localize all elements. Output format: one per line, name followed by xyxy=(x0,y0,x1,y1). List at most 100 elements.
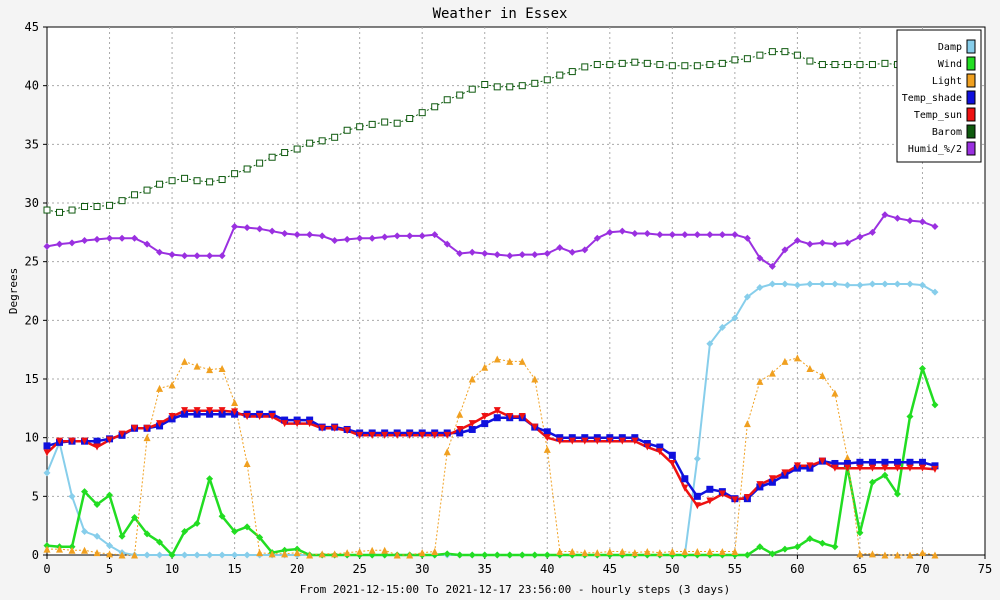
point-wind xyxy=(756,543,764,551)
point-damp xyxy=(818,280,826,288)
point-humid-2 xyxy=(843,239,851,247)
point-temp-shade xyxy=(193,410,201,418)
point-temp-sun xyxy=(831,464,839,472)
point-humid-2 xyxy=(281,230,289,238)
point-humid-2 xyxy=(293,231,301,239)
point-humid-2 xyxy=(756,254,764,262)
point-wind xyxy=(768,550,776,558)
point-barom xyxy=(581,63,589,71)
y-tick-label: 40 xyxy=(25,79,39,93)
point-light xyxy=(168,381,176,389)
point-temp-sun xyxy=(868,464,876,472)
point-light xyxy=(418,549,426,557)
point-temp-sun xyxy=(718,490,726,498)
point-humid-2 xyxy=(331,237,339,245)
x-tick-label: 35 xyxy=(478,562,492,576)
point-humid-2 xyxy=(156,248,164,256)
point-humid-2 xyxy=(931,222,939,230)
point-humid-2 xyxy=(781,246,789,254)
point-damp xyxy=(793,281,801,289)
point-wind xyxy=(831,543,839,551)
point-damp xyxy=(143,551,151,559)
point-wind xyxy=(781,545,789,553)
point-light xyxy=(931,551,939,559)
point-temp-sun xyxy=(193,407,201,415)
point-barom xyxy=(56,208,64,216)
point-wind xyxy=(81,488,89,496)
point-barom xyxy=(43,206,51,214)
point-temp-sun xyxy=(481,413,489,421)
point-temp-sun xyxy=(493,407,501,415)
point-temp-shade xyxy=(643,440,651,448)
point-barom xyxy=(756,51,764,59)
point-temp-sun xyxy=(881,464,889,472)
y-tick-label: 30 xyxy=(25,196,39,210)
point-temp-shade xyxy=(306,416,314,424)
y-tick-label: 20 xyxy=(25,313,39,327)
legend-swatch-humid-2 xyxy=(966,141,976,156)
point-damp xyxy=(106,542,114,550)
point-temp-shade xyxy=(468,425,476,433)
point-temp-sun xyxy=(731,496,739,504)
chart-title: Weather in Essex xyxy=(433,6,568,22)
point-temp-sun xyxy=(606,437,614,445)
point-light xyxy=(293,549,301,557)
point-damp xyxy=(768,280,776,288)
point-humid-2 xyxy=(693,231,701,239)
point-temp-shade xyxy=(593,434,601,442)
legend: Damp Wind Light Temp_shade Temp_sun Barom Humi… xyxy=(896,29,982,163)
point-light xyxy=(93,549,101,557)
point-temp-shade xyxy=(906,458,914,466)
point-barom xyxy=(568,68,576,76)
point-temp-sun xyxy=(556,437,564,445)
point-temp-shade xyxy=(768,478,776,486)
y-tick-label: 25 xyxy=(25,255,39,269)
point-humid-2 xyxy=(593,234,601,242)
point-temp-shade xyxy=(843,459,851,467)
point-temp-sun xyxy=(418,431,426,439)
point-barom xyxy=(93,203,101,211)
y-axis-label: Degrees xyxy=(7,268,20,314)
point-barom xyxy=(693,62,701,70)
y-tick-label: 45 xyxy=(25,20,39,34)
x-tick-label: 25 xyxy=(352,562,366,576)
point-humid-2 xyxy=(206,252,214,260)
point-light xyxy=(681,547,689,555)
point-light xyxy=(218,364,226,372)
legend-label-temp-sun: Temp_sun xyxy=(914,110,962,121)
legend-swatch-barom xyxy=(966,124,976,139)
point-barom xyxy=(406,115,414,123)
point-damp xyxy=(81,528,89,536)
point-humid-2 xyxy=(631,230,639,238)
point-humid-2 xyxy=(793,237,801,245)
point-light xyxy=(643,547,651,555)
point-temp-shade xyxy=(43,442,51,450)
point-barom xyxy=(156,180,164,188)
point-humid-2 xyxy=(868,228,876,236)
point-temp-shade xyxy=(181,410,189,418)
point-temp-sun xyxy=(631,437,639,445)
point-light xyxy=(906,551,914,559)
point-temp-sun xyxy=(93,443,101,451)
point-wind xyxy=(43,542,51,550)
point-humid-2 xyxy=(431,231,439,239)
point-damp xyxy=(831,280,839,288)
point-barom xyxy=(706,61,714,69)
point-temp-shade xyxy=(618,434,626,442)
point-light xyxy=(431,547,439,555)
point-barom xyxy=(68,206,76,214)
series-line-light xyxy=(47,357,936,556)
point-temp-sun xyxy=(643,443,651,451)
point-temp-shade xyxy=(693,492,701,500)
point-wind xyxy=(168,551,176,559)
point-humid-2 xyxy=(456,249,464,257)
point-temp-sun xyxy=(656,448,664,456)
point-light xyxy=(131,551,139,559)
point-humid-2 xyxy=(768,262,776,270)
point-barom xyxy=(793,51,801,59)
point-damp xyxy=(693,455,701,463)
point-light xyxy=(781,357,789,365)
point-temp-shade xyxy=(706,485,714,493)
point-damp xyxy=(706,340,714,348)
point-barom xyxy=(543,76,551,84)
